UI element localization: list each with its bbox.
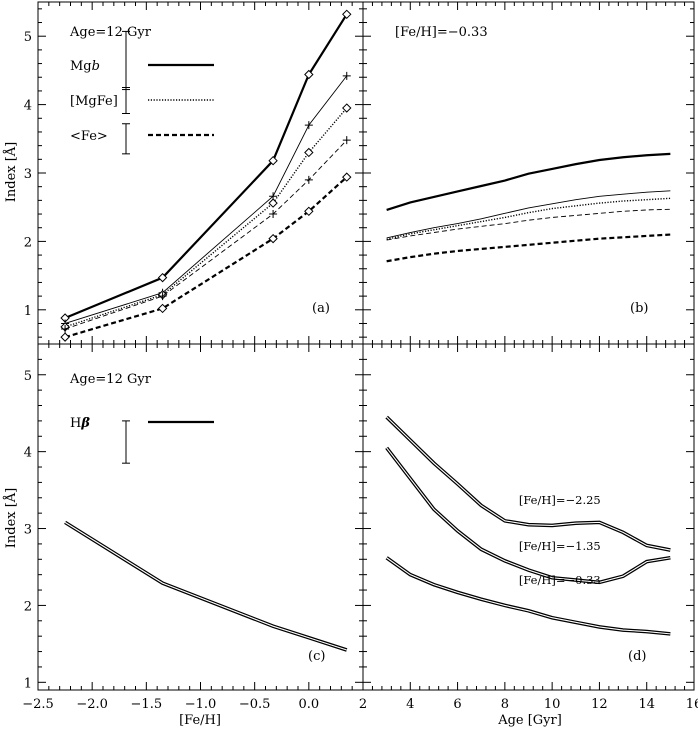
x-axis-label-left: [Fe/H]	[179, 713, 221, 728]
diamond-marker	[304, 69, 314, 80]
y-tick-label: 1	[24, 304, 32, 319]
x-tick-label: 6	[453, 697, 461, 712]
series-Hβ-inner	[64, 521, 347, 651]
legend-label: <Fe>	[70, 129, 108, 144]
legend-label: Hβ	[70, 416, 90, 431]
y-tick-label: 2	[24, 235, 32, 250]
diamond-marker	[60, 332, 70, 342]
x-tick-label: 0.0	[298, 697, 319, 712]
legend-label-italic: b	[92, 59, 100, 74]
diamond-marker	[304, 147, 314, 158]
series-thin-solid	[64, 75, 348, 324]
x-tick-label: −1.5	[131, 697, 163, 712]
plus-marker	[269, 210, 278, 219]
diamond-marker	[304, 206, 314, 217]
panel-annotation: Age=12 Gyr	[69, 372, 152, 387]
y-tick-label: 3	[24, 167, 32, 182]
plus-marker	[61, 324, 70, 333]
series-label: [Fe/H]=−0.33	[519, 573, 601, 587]
series-[Fe/H]=−2.25	[385, 415, 671, 552]
series-<Fe>	[64, 176, 348, 339]
panel-frame	[362, 343, 695, 691]
series-[Fe/H]=−1.35	[385, 446, 671, 585]
panel-label: (a)	[312, 301, 330, 316]
y-tick-label: 3	[24, 523, 32, 538]
y-tick-label: 1	[24, 676, 32, 691]
diamond-marker	[157, 272, 168, 283]
x-tick-label: 8	[501, 697, 509, 712]
y-tick-label: 5	[24, 369, 32, 384]
y-axis-label-bottom: Index [Å]	[3, 488, 19, 549]
y-axis-label-top: Index [Å]	[3, 142, 19, 203]
y-tick-label: 5	[24, 30, 32, 45]
panel-b: [Fe/H]=−0.33 (b)	[362, 1, 695, 345]
x-tick-label: −2.5	[22, 697, 54, 712]
diamond-marker	[268, 155, 278, 166]
series-thick-dashed	[386, 233, 671, 263]
panel-annotation: [Fe/H]=−0.33	[395, 25, 488, 40]
panel-c: −2.5 −2.0 −1.5 −1.0 −0.5 0.0 1 2 3 4 5 Hβ Age=12 Gyr…	[22, 343, 364, 712]
y-tick-label: 2	[24, 599, 32, 614]
diamond-marker	[342, 9, 352, 20]
y-tick-label: 4	[24, 99, 32, 114]
legend-label-symbol: β	[80, 416, 90, 431]
x-tick-label: −2.0	[76, 697, 108, 712]
panel-frame	[37, 1, 364, 345]
x-tick-label: 4	[406, 697, 414, 712]
panel-label: (d)	[628, 649, 646, 664]
diamond-marker	[268, 198, 278, 208]
plus-marker	[304, 175, 313, 184]
x-axis-label-right: Age [Gyr]	[497, 713, 562, 728]
panel-annotation: Age=12 Gyr	[69, 25, 152, 40]
series-thin-dashed	[386, 208, 671, 241]
y-tick-label: 4	[24, 446, 32, 461]
series-[Fe/H]=−0.33-inner	[386, 557, 671, 635]
diamond-marker	[342, 103, 352, 113]
plus-marker	[342, 136, 351, 145]
plus-marker	[342, 71, 351, 80]
series-[Fe/H]=−2.25-inner	[386, 416, 671, 551]
series-Hβ	[64, 520, 348, 652]
diamond-marker	[342, 172, 352, 182]
legend-label: [MgFe]	[70, 94, 118, 109]
panel-d: 2 4 6 8 10 12 14 16 [Fe/H]=−2.25 [Fe/H]=−1.35 [Fe/…	[359, 343, 698, 712]
plus-marker	[158, 292, 167, 301]
panel-label: (c)	[308, 649, 325, 664]
x-tick-label: 10	[544, 697, 561, 712]
x-tick-label: 12	[591, 697, 608, 712]
series-label: [Fe/H]=−1.35	[519, 539, 601, 553]
x-tick-label: −1.0	[185, 697, 217, 712]
panel-label: (b)	[630, 301, 648, 316]
diamond-marker	[157, 303, 168, 314]
panel-a: 1 2 3 4 5 Mgb [MgFe] <Fe> Age=12 Gyr (a)	[24, 1, 364, 345]
series-[Fe/H]=−1.35-inner	[386, 447, 671, 583]
legend-label: Mgb	[70, 59, 100, 74]
series-thin-solid	[386, 190, 671, 239]
series-Mgb	[64, 13, 348, 320]
x-tick-label: 14	[638, 697, 655, 712]
series-label: [Fe/H]=−2.25	[519, 493, 601, 507]
x-tick-label: 2	[359, 697, 367, 712]
diamond-marker	[268, 233, 278, 244]
plus-marker	[304, 121, 313, 130]
series-dotted	[386, 197, 671, 241]
series-[MgFe]	[64, 107, 348, 328]
x-tick-label: −0.5	[239, 697, 271, 712]
x-tick-label: 16	[686, 697, 698, 712]
series-thick-solid	[386, 152, 671, 211]
